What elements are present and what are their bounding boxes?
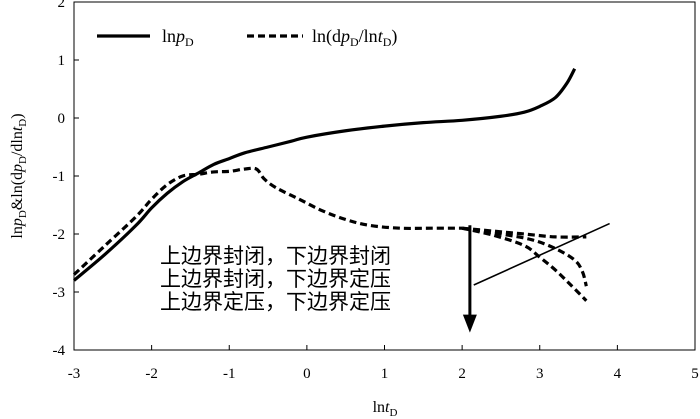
annotation-diagonal-line (473, 222, 610, 286)
y-title-p1: p (9, 218, 26, 227)
x-tick-label-5: 2 (458, 366, 466, 382)
y-title-sub2: D (17, 156, 29, 164)
x-title-t: t (385, 399, 390, 416)
ticks (73, 1, 696, 351)
annotation-text-2: 上边界定压，下边界定压 (160, 290, 391, 314)
y-title-mid: &ln(d (9, 172, 26, 210)
series-line-0 (72, 67, 577, 282)
legend-dashed-t: t (378, 26, 384, 46)
x-tick-label-8: 5 (691, 366, 699, 382)
x-tick-label-3: 0 (303, 366, 311, 382)
y-tick-label-2: 0 (58, 111, 66, 127)
x-title-ln: ln (373, 399, 385, 416)
y-title-sub3: D (17, 119, 29, 127)
annotation-text-0: 上边界封闭，下边界封闭 (160, 244, 391, 268)
y-tick-label-6: -4 (53, 343, 66, 359)
series-line-2 (461, 226, 587, 239)
legend-dashed-p: p (339, 26, 350, 46)
annotation-text-1: 上边界封闭，下边界定压 (160, 267, 391, 291)
legend-dashed-b: /ln (359, 26, 378, 46)
legend-dashed-a: ln(d (312, 26, 341, 47)
y-title-sub1: D (17, 210, 29, 218)
y-tick-label-1: 1 (58, 53, 66, 69)
legend-label-dashed: ln(dpD/lntD) (312, 26, 397, 49)
x-axis-title: lntD (373, 399, 398, 419)
series-line-1 (72, 166, 463, 276)
legend: lnpD ln(dpD/lntD) (97, 26, 397, 49)
series-line-4 (461, 226, 588, 302)
y-title-p2: p (9, 164, 26, 173)
y-tick-label-5: -3 (53, 285, 66, 301)
series-line-3 (461, 226, 588, 287)
y-tick-label-3: -1 (53, 169, 66, 185)
legend-solid-sub: D (185, 35, 194, 49)
y-title-ln1: ln (9, 226, 26, 238)
x-tick-label-4: 1 (381, 366, 389, 382)
legend-dashed-c: ) (391, 26, 397, 47)
legend-dashed-sub2: D (383, 35, 392, 49)
series-layer (72, 67, 588, 302)
x-tick-label-7: 4 (614, 366, 622, 382)
legend-solid-p: p (174, 26, 185, 46)
x-tick-label-1: -2 (145, 366, 158, 382)
x-tick-label-2: -1 (223, 366, 236, 382)
y-axis-title: lnpD&ln(dpD/dlntD) (9, 113, 29, 238)
y-tick-label-0: 2 (58, 0, 66, 11)
legend-label-solid: lnpD (162, 26, 194, 49)
y-title-t: t (9, 126, 26, 131)
x-title-sub: D (389, 407, 397, 419)
legend-dashed-sub1: D (350, 35, 359, 49)
legend-solid-ln: ln (162, 26, 176, 46)
y-tick-label-4: -2 (53, 227, 66, 243)
x-tick-label-6: 3 (536, 366, 544, 382)
annotation-arrow-head (462, 314, 477, 333)
y-title-close: ) (9, 113, 26, 118)
x-tick-label-0: -3 (68, 366, 81, 382)
y-title-dln: /dln (9, 131, 26, 156)
